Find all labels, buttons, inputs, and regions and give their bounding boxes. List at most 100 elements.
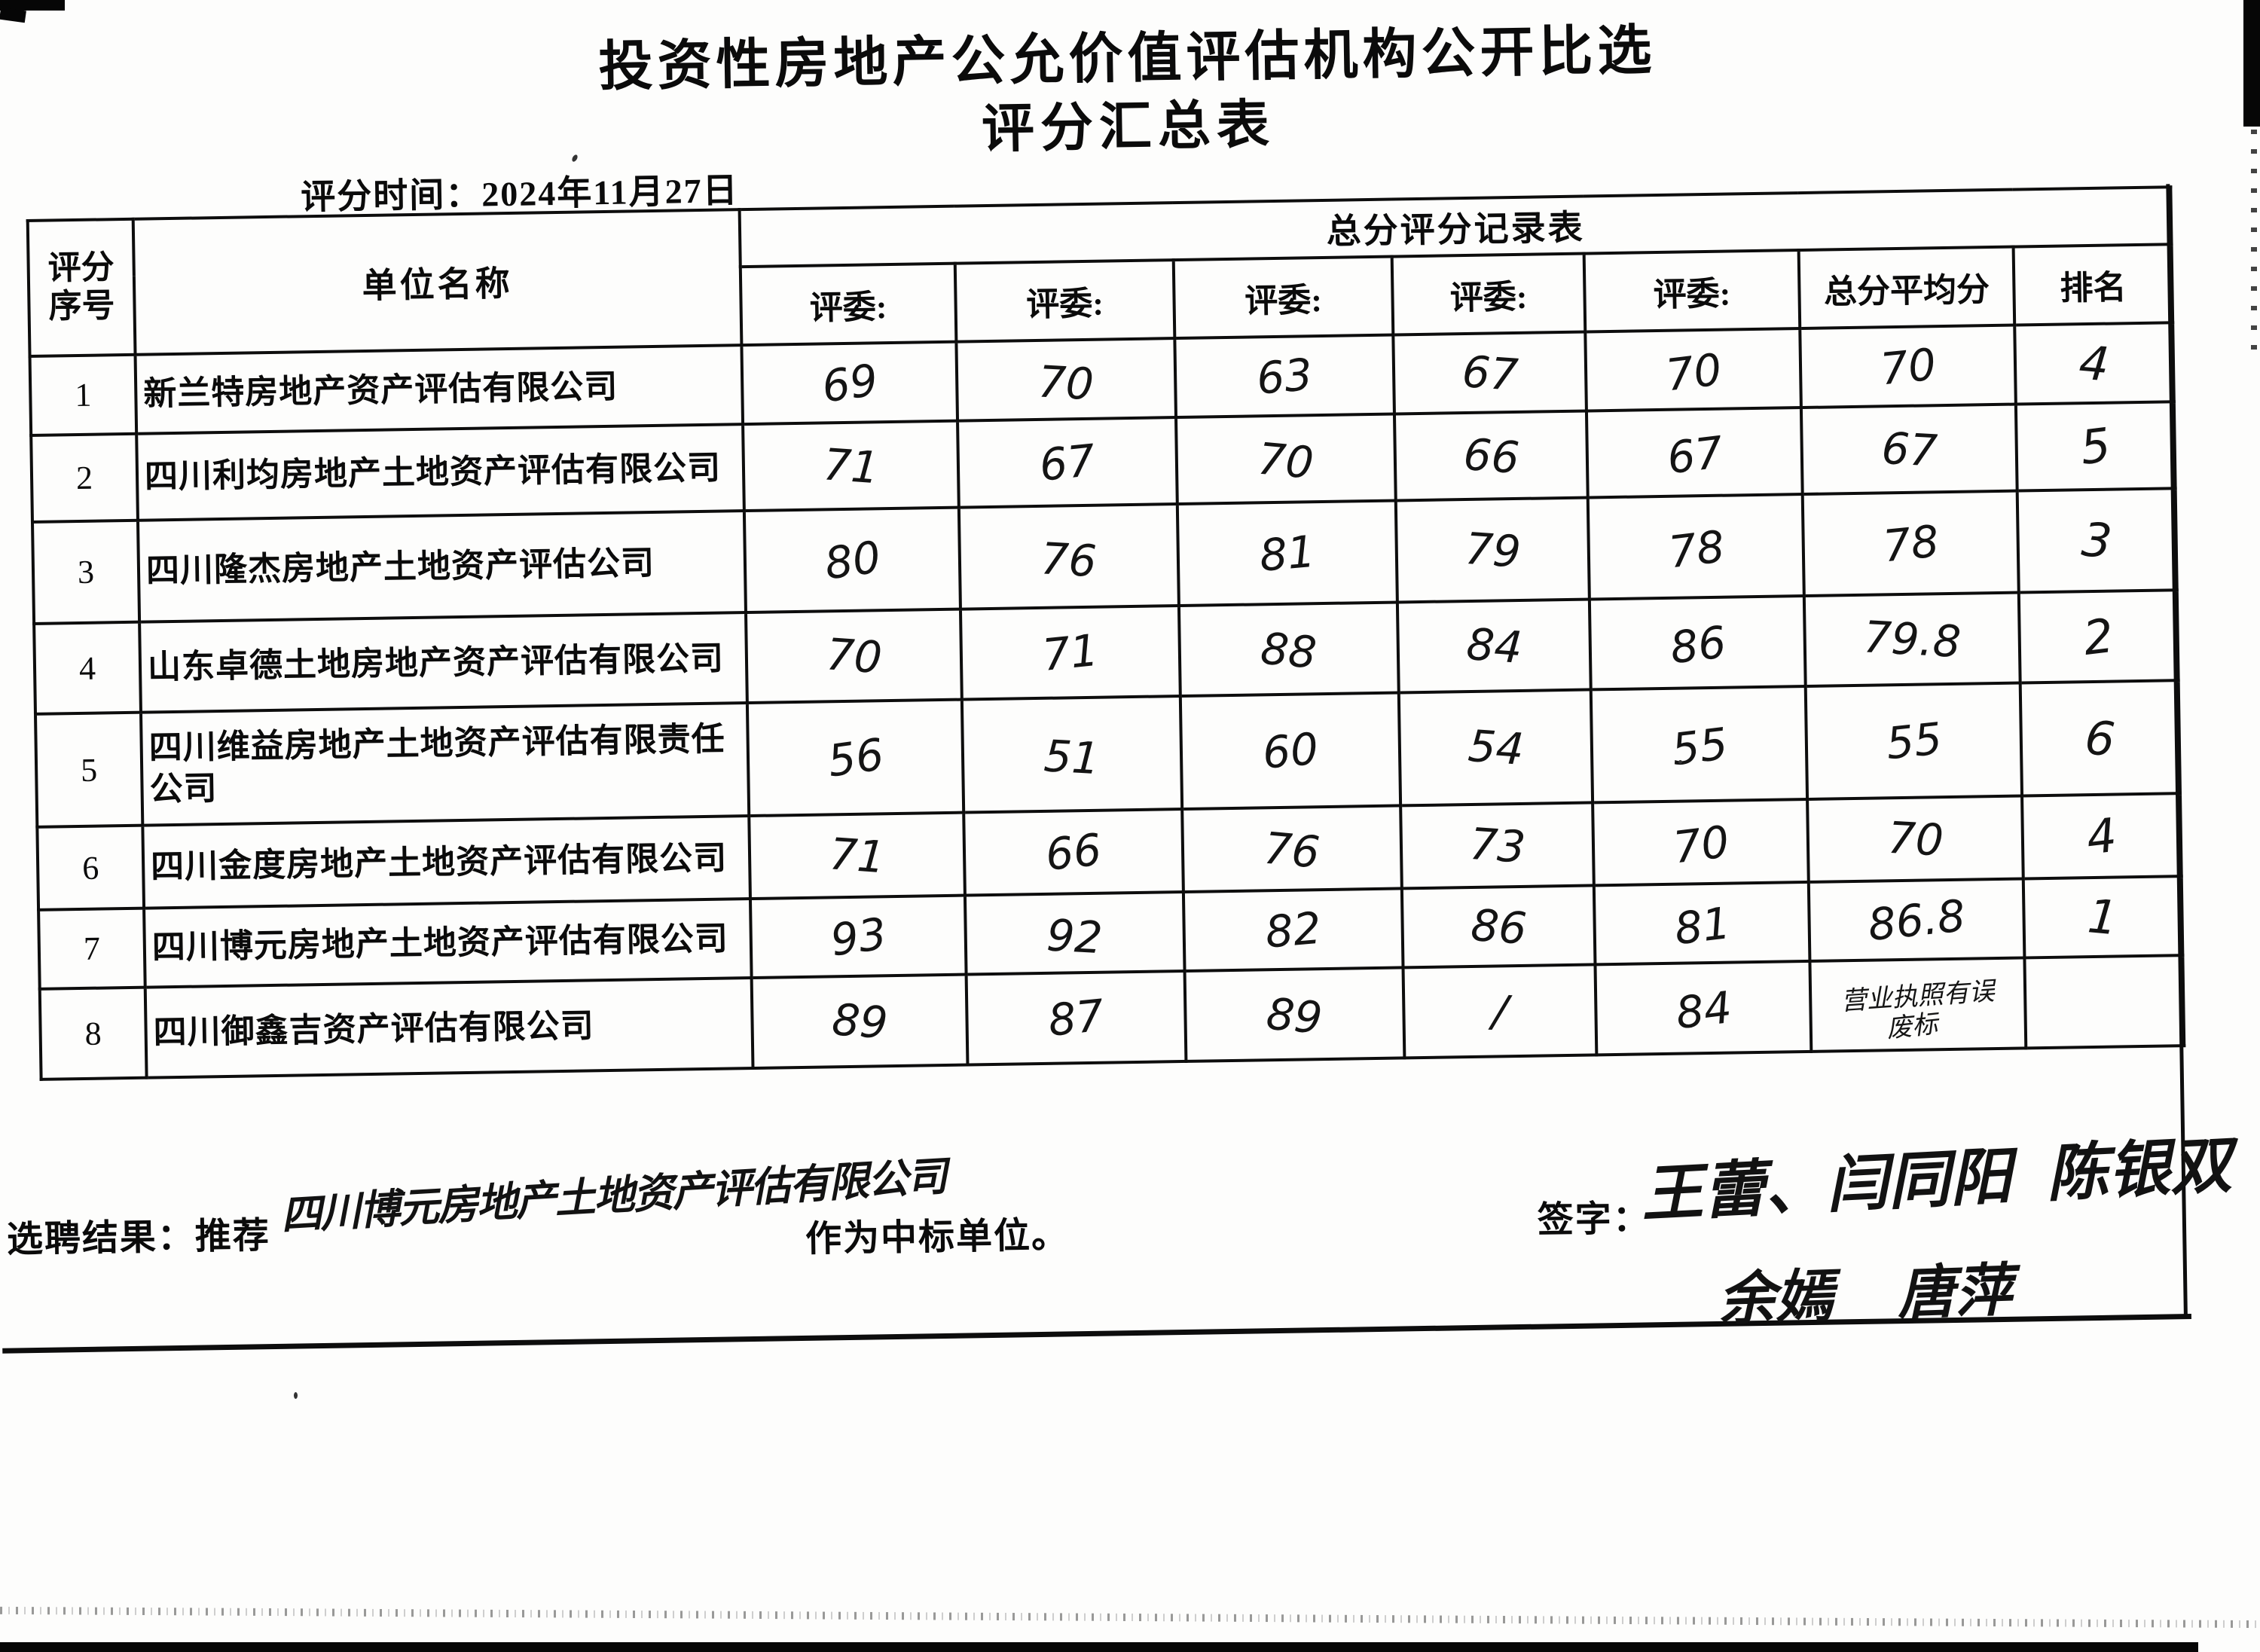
row-judge-score-2: 51 <box>961 696 1183 813</box>
header-judge-2: 评委: <box>954 260 1175 342</box>
row-company-name: 山东卓德土地房地产资产评估有限公司 <box>139 612 747 713</box>
average-value: 79.8 <box>1861 611 1962 668</box>
score-value: 79 <box>1463 522 1522 578</box>
score-value: 86 <box>1666 616 1729 674</box>
scan-artifact-right-edge-specks <box>2251 130 2257 356</box>
header-total-average: 总分平均分 <box>1798 246 2015 329</box>
row-judge-score-4: 84 <box>1397 599 1591 693</box>
row-company-name: 四川隆杰房地产土地资产评估公司 <box>137 511 746 622</box>
row-judge-score-3: 76 <box>1182 805 1402 892</box>
score-value: 73 <box>1467 817 1527 873</box>
rank-value: 5 <box>2077 417 2114 476</box>
row-judge-score-4: 67 <box>1393 331 1587 414</box>
row-company-name: 新兰特房地产资产评估有限公司 <box>135 345 744 434</box>
row-average: 营业执照有误 废标 <box>1810 957 2026 1052</box>
score-value: 92 <box>1045 908 1104 963</box>
score-value: 51 <box>1043 730 1101 785</box>
score-value: 80 <box>821 530 884 590</box>
header-rank: 排名 <box>2013 244 2173 325</box>
row-seq: 5 <box>35 712 143 827</box>
scan-speck <box>294 1392 298 1399</box>
score-value: 67 <box>1663 426 1726 484</box>
row-judge-score-4: 86 <box>1401 885 1596 968</box>
score-value: 81 <box>1671 896 1733 954</box>
row-judge-score-2: 66 <box>964 809 1183 896</box>
scan-speck <box>1678 760 1682 764</box>
row-judge-score-4: / <box>1403 964 1597 1058</box>
row-rank: 4 <box>2014 322 2174 405</box>
score-value: 55 <box>1669 718 1730 776</box>
row-judge-score-5: 81 <box>1593 881 1810 965</box>
scan-artifact-bottom-bar <box>0 1642 2198 1652</box>
row-judge-score-5: 70 <box>1585 328 1801 411</box>
signature-label: 签字： <box>1537 1199 1651 1241</box>
signatures-line-2: 余嫣 唐萍 <box>1717 1256 2014 1333</box>
score-value: 70 <box>1255 432 1316 489</box>
score-value: 70 <box>1670 815 1732 874</box>
score-table-body: 1 新兰特房地产资产评估有限公司 69 70 63 67 70 70 4 2 四川利均房地产土地资产… <box>29 322 2185 1079</box>
row-rank: 6 <box>2020 680 2181 796</box>
score-value: 84 <box>1464 618 1524 674</box>
average-value: 55 <box>1883 713 1944 770</box>
score-value: 54 <box>1466 719 1526 776</box>
row-seq: 6 <box>37 825 145 910</box>
average-value: 67 <box>1880 422 1938 477</box>
score-value: 66 <box>1461 428 1521 484</box>
row-judge-score-2: 67 <box>957 417 1177 508</box>
row-judge-score-1: 70 <box>745 609 962 704</box>
row-rank <box>2024 955 2185 1049</box>
score-value: 71 <box>821 438 881 493</box>
row-seq: 2 <box>31 433 138 522</box>
row-average: 86.8 <box>1808 878 2025 961</box>
row-judge-score-2: 87 <box>966 970 1186 1065</box>
row-judge-score-5: 55 <box>1590 686 1808 803</box>
rank-value: 3 <box>2079 511 2115 569</box>
score-value: 89 <box>1264 988 1325 1044</box>
row-average: 79.8 <box>1803 592 2020 686</box>
row-seq: 1 <box>29 354 137 435</box>
header-judge-5: 评委: <box>1584 250 1800 332</box>
row-judge-score-3: 88 <box>1178 602 1399 697</box>
score-value: 82 <box>1263 902 1324 958</box>
row-company-name: 四川金度房地产土地资产评估有限公司 <box>142 816 750 908</box>
row-average: 70 <box>1800 325 2016 408</box>
row-judge-score-3: 63 <box>1174 334 1394 418</box>
score-value: 67 <box>1460 345 1519 401</box>
score-value: 87 <box>1046 989 1107 1046</box>
score-value: 84 <box>1672 981 1734 1040</box>
row-judge-score-5: 78 <box>1587 494 1804 600</box>
row-rank: 1 <box>2023 876 2183 958</box>
average-value: 70 <box>1886 811 1945 866</box>
signatures-line-1: 王蕾、闫同阳 陈银双 <box>1639 1129 2234 1232</box>
score-value: 66 <box>1043 823 1104 881</box>
score-value: 88 <box>1258 622 1319 679</box>
row-judge-score-4: 66 <box>1394 411 1588 501</box>
rank-value: 1 <box>2085 888 2121 946</box>
scan-artifact-top-left-1 <box>0 0 65 11</box>
score-value: 70 <box>1037 355 1095 410</box>
row-judge-score-1: 89 <box>751 974 968 1068</box>
row-judge-score-1: 93 <box>750 895 967 979</box>
row-rank: 5 <box>2015 402 2176 491</box>
selection-result-label: 选聘结果：推荐 <box>6 1216 271 1260</box>
score-value: 76 <box>1262 822 1322 878</box>
row-company-name: 四川维益房地产土地资产评估有限责任公司 <box>140 703 750 826</box>
rank-value: 2 <box>2080 607 2117 666</box>
row-judge-score-5: 86 <box>1589 596 1806 690</box>
score-value: / <box>1490 985 1510 1038</box>
score-value: 67 <box>1037 434 1098 491</box>
row-average: 70 <box>1807 795 2023 882</box>
score-value: 63 <box>1254 348 1315 405</box>
row-judge-score-5: 84 <box>1595 960 1812 1055</box>
row-seq: 7 <box>38 908 145 989</box>
header-judge-3: 评委: <box>1173 256 1394 339</box>
row-judge-score-3: 70 <box>1175 414 1396 505</box>
score-value: 71 <box>1040 624 1101 681</box>
row-judge-score-1: 69 <box>741 341 958 425</box>
row-judge-score-5: 67 <box>1586 408 1803 498</box>
row-judge-score-3: 81 <box>1177 500 1397 606</box>
score-value: 70 <box>824 628 884 684</box>
row-judge-score-2: 76 <box>958 504 1179 609</box>
row-company-name: 四川博元房地产土地资产评估有限公司 <box>144 899 752 988</box>
score-value: 56 <box>824 728 887 787</box>
